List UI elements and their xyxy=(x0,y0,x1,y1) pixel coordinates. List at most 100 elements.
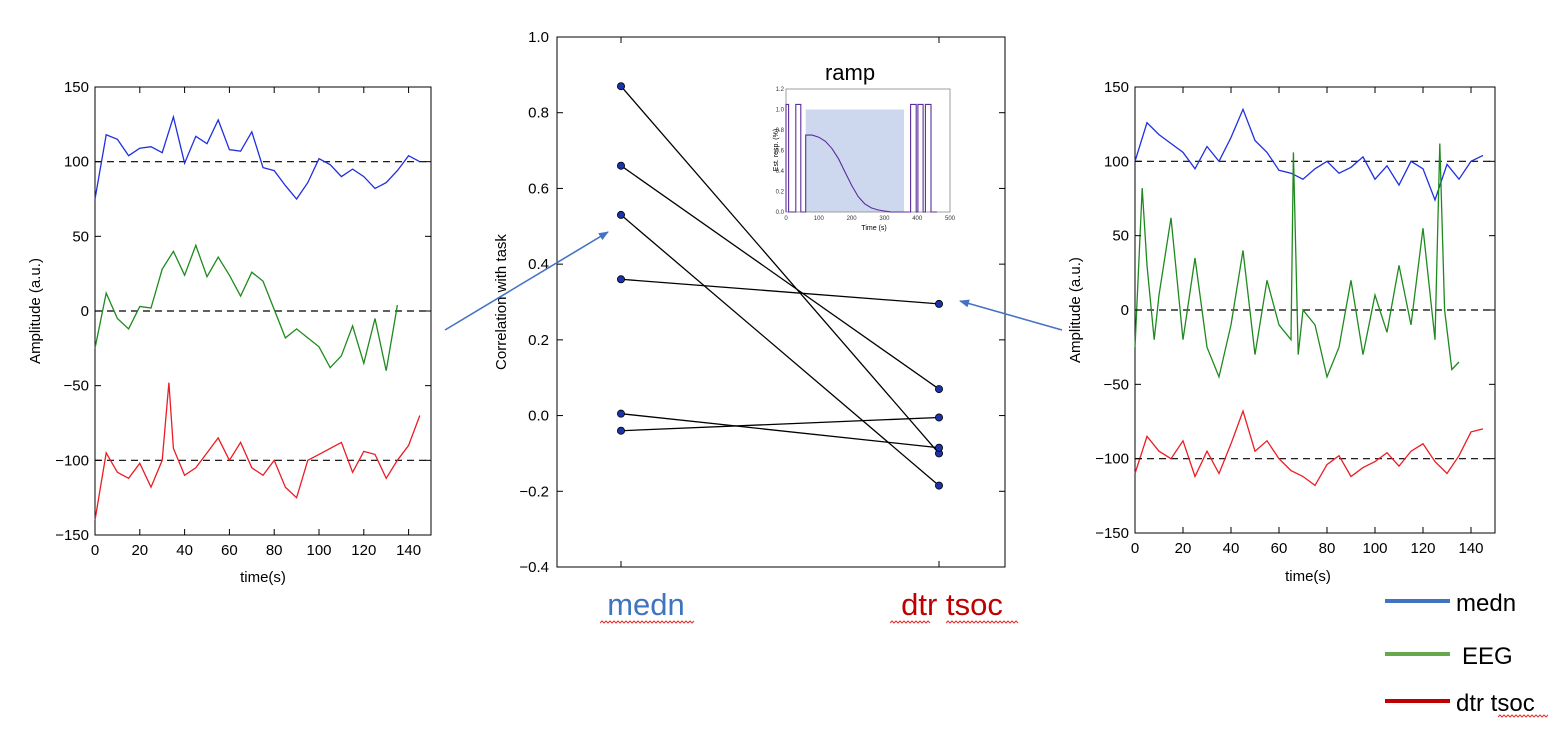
inset-ytick-label: 0.4 xyxy=(776,169,785,175)
inset-ytick-label: 1.0 xyxy=(776,108,785,114)
center-pairs xyxy=(617,82,944,490)
center-connector-pair-2 xyxy=(620,165,940,390)
center-ytick-label: 0.2 xyxy=(528,332,549,349)
right-xlabel: time(s) xyxy=(1285,568,1331,585)
squiggle-tsoc xyxy=(945,620,1019,624)
inset-shaded-region xyxy=(805,109,905,212)
left-ytick-label: 100 xyxy=(64,154,89,171)
right-xtick-label: 80 xyxy=(1319,540,1336,557)
legend-label-eeg: EEG xyxy=(1462,643,1513,670)
center-point-pair-2-dtr-tsoc xyxy=(935,385,944,394)
inset-ytick-label: 0.6 xyxy=(776,149,785,155)
right-ytick-label: −150 xyxy=(1095,525,1129,542)
left-timeseries-panel: 0 20 40 60 80 100 120 140 150 100 50 0 −50 −100 −150 A… xyxy=(27,79,432,586)
right-ytick-label: 0 xyxy=(1121,302,1129,319)
category-label-medn: medn xyxy=(607,587,685,622)
inset-ytick-label: 0.0 xyxy=(776,210,785,216)
right-series xyxy=(1134,107,1484,487)
left-ylabel: Amplitude (a.u.) xyxy=(27,258,44,364)
center-point-pair-1-medn xyxy=(617,82,626,91)
center-connector-pair-6 xyxy=(620,416,940,432)
legend-label-medn: medn xyxy=(1456,590,1516,617)
right-arrow xyxy=(959,299,1063,331)
inset-xlabel: Time (s) xyxy=(861,225,886,232)
center-connector-pair-3 xyxy=(620,214,940,487)
right-xtick-label: 40 xyxy=(1223,540,1240,557)
right-series-medn xyxy=(1134,107,1484,202)
right-xtick-label: 140 xyxy=(1458,540,1483,557)
right-ytick-label: 50 xyxy=(1112,228,1129,245)
right-ytick-label: 150 xyxy=(1104,79,1129,96)
left-xtick-label: 140 xyxy=(396,542,421,559)
center-point-pair-5-dtr-tsoc xyxy=(935,443,944,452)
right-ytick-label: −50 xyxy=(1104,376,1129,393)
inset-ytick-label: 1.2 xyxy=(776,87,785,93)
right-ticks: 0 20 40 60 80 100 120 140 150 100 50 0 −50 −100 −150 xyxy=(1095,79,1495,557)
squiggle-legend-tsoc xyxy=(1497,714,1549,718)
center-ticks: 1.0 0.8 0.6 0.4 0.2 0.0 −0.2 −0.4 xyxy=(519,29,1005,576)
legend-label-dtr-tsoc: dtr tsoc xyxy=(1456,690,1535,717)
left-series-dtr-tsoc xyxy=(94,382,421,521)
right-reference-lines xyxy=(1135,160,1495,460)
left-reference-lines xyxy=(95,161,431,461)
inset-series-response xyxy=(785,103,937,213)
right-timeseries-panel: 0 20 40 60 80 100 120 140 150 100 50 0 −50 −100 −150 A… xyxy=(1067,79,1496,585)
left-series xyxy=(94,114,421,521)
left-xtick-label: 20 xyxy=(131,542,148,559)
inset-xtick-label: 400 xyxy=(912,216,923,222)
left-ytick-label: 150 xyxy=(64,79,89,96)
center-point-pair-6-dtr-tsoc xyxy=(935,413,944,422)
inset-xtick-label: 100 xyxy=(814,216,825,222)
left-xtick-label: 40 xyxy=(176,542,193,559)
center-ytick-label: 0.0 xyxy=(528,408,549,425)
center-correlation-panel: 1.0 0.8 0.6 0.4 0.2 0.0 −0.2 −0.4 Correlation w… xyxy=(493,29,1006,576)
center-ytick-label: 1.0 xyxy=(528,29,549,46)
category-label-dtr-tsoc: dtr tsoc xyxy=(901,587,1003,622)
right-xtick-label: 120 xyxy=(1410,540,1435,557)
left-ytick-label: −100 xyxy=(55,452,89,469)
center-connector-pair-4 xyxy=(620,278,940,305)
center-ytick-label: 0.6 xyxy=(528,180,549,197)
inset-series xyxy=(785,103,937,213)
left-series-eeg xyxy=(94,243,399,371)
left-ytick-label: 50 xyxy=(72,228,89,245)
center-ytick-label: 0.4 xyxy=(528,256,549,273)
left-arrow xyxy=(444,231,609,331)
inset-xtick-label: 0 xyxy=(784,216,788,222)
inset-ytick-label: 0.2 xyxy=(776,190,785,196)
left-xtick-label: 100 xyxy=(306,542,331,559)
center-point-pair-3-dtr-tsoc xyxy=(935,481,944,490)
left-xtick-label: 60 xyxy=(221,542,238,559)
right-xtick-label: 100 xyxy=(1362,540,1387,557)
center-connector-pair-5 xyxy=(620,413,940,449)
left-xtick-label: 80 xyxy=(266,542,283,559)
ramp-inset-panel: 0 100 200 300 400 500 1.2 1.0 0.8 0.6 0.4 0.2 0.0 ra… xyxy=(773,60,956,232)
center-point-pair-2-medn xyxy=(617,161,626,170)
left-xtick-label: 0 xyxy=(91,542,99,559)
center-point-pair-6-medn xyxy=(617,426,626,435)
left-xtick-label: 120 xyxy=(351,542,376,559)
inset-title: ramp xyxy=(825,60,875,85)
left-ytick-label: 0 xyxy=(81,303,89,320)
right-ylabel: Amplitude (a.u.) xyxy=(1067,257,1084,363)
left-series-medn xyxy=(94,114,421,201)
right-ytick-label: 100 xyxy=(1104,153,1129,170)
right-series-eeg xyxy=(1134,143,1460,380)
right-ytick-label: −100 xyxy=(1095,451,1129,468)
inset-ytick-label: 0.8 xyxy=(776,128,785,134)
inset-xtick-label: 200 xyxy=(847,216,858,222)
center-connector-pair-1 xyxy=(620,85,940,454)
right-series-dtr-tsoc xyxy=(1134,409,1484,487)
center-point-pair-4-dtr-tsoc xyxy=(935,299,944,308)
center-ytick-label: −0.2 xyxy=(519,483,549,500)
center-ytick-label: −0.4 xyxy=(519,559,549,576)
center-point-pair-4-medn xyxy=(617,275,626,284)
right-xtick-label: 0 xyxy=(1131,540,1139,557)
squiggle-medn xyxy=(599,620,695,624)
left-ytick-label: −150 xyxy=(55,527,89,544)
left-ticks: 0 20 40 60 80 100 120 140 150 100 50 0 −50 −100 −150 xyxy=(55,79,431,559)
left-ytick-label: −50 xyxy=(64,378,89,395)
right-xtick-label: 60 xyxy=(1271,540,1288,557)
squiggle-dtr xyxy=(889,620,931,624)
